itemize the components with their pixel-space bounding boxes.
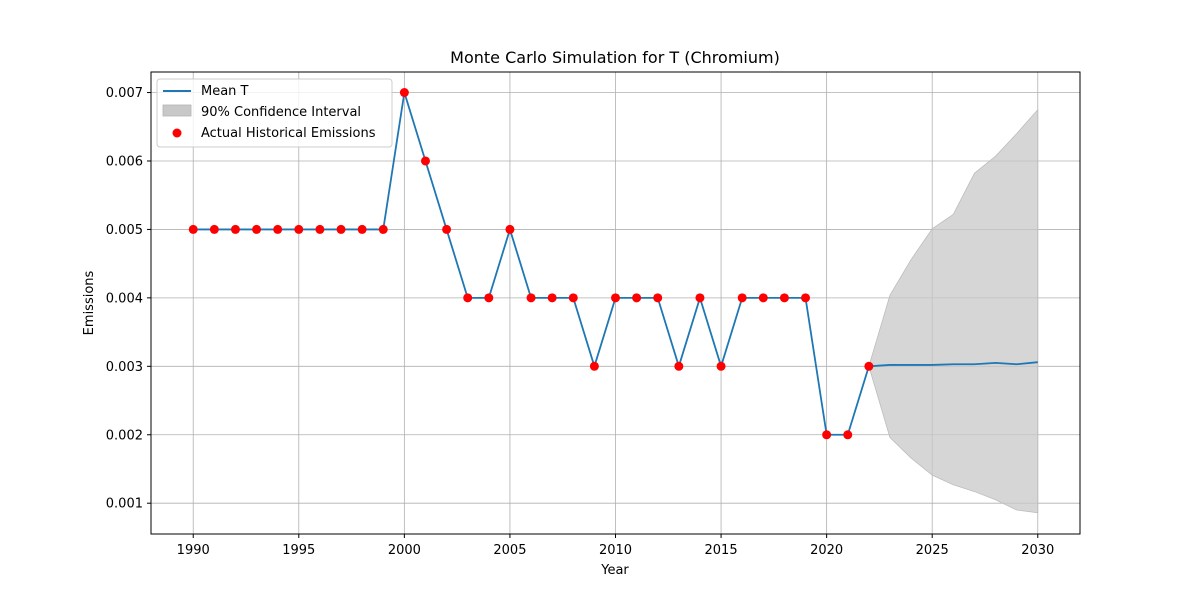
y-tick-label: 0.002 [106,428,143,443]
legend-hist-swatch [172,128,182,138]
y-axis-ticks: 0.001 0.002 0.003 0.004 0.005 0.006 0.007 [106,86,151,512]
historical-point [378,224,388,234]
historical-point [568,293,578,303]
historical-point [716,361,726,371]
historical-point [653,293,663,303]
x-tick-label: 1995 [282,543,315,558]
x-tick-label: 1990 [177,543,210,558]
historical-point [737,293,747,303]
x-axis-ticks: 1990 1995 2000 2005 2010 2015 2020 2025 2030 [177,534,1054,558]
historical-point [273,224,283,234]
x-tick-label: 2010 [599,543,632,558]
ci-band [868,108,1039,514]
y-tick-label: 0.003 [106,360,143,375]
historical-point [674,361,684,371]
y-tick-label: 0.005 [106,223,143,238]
historical-point [230,224,240,234]
legend-box [156,78,393,148]
legend-ci-label: 90% Confidence Interval [201,105,361,120]
historical-point [336,224,346,234]
historical-point [252,224,262,234]
historical-point [526,293,536,303]
x-axis-label: Year [600,563,629,578]
x-tick-label: 2025 [916,543,949,558]
historical-point [695,293,705,303]
historical-point [463,293,473,303]
legend-hist-label: Actual Historical Emissions [201,126,376,141]
x-tick-label: 2030 [1021,543,1054,558]
x-tick-label: 2020 [810,543,843,558]
historical-point [294,224,304,234]
historical-point [758,293,768,303]
historical-point [357,224,367,234]
historical-point [547,293,557,303]
x-tick-label: 2015 [705,543,738,558]
legend-ci-swatch [162,104,192,117]
x-tick-label: 2005 [493,543,526,558]
historical-points [188,88,874,440]
historical-point [484,293,494,303]
y-tick-label: 0.001 [106,497,143,512]
historical-point [209,224,219,234]
y-tick-label: 0.006 [106,154,143,169]
historical-point [589,361,599,371]
historical-point [399,88,409,98]
y-tick-label: 0.007 [106,86,143,101]
y-axis-label: Emissions [82,270,97,335]
legend-mean-label: Mean T [201,84,249,99]
historical-point [420,156,430,166]
historical-point [779,293,789,303]
historical-point [801,293,811,303]
confidence-interval-band [868,108,1039,514]
chart-title: Monte Carlo Simulation for T (Chromium) [450,48,780,67]
historical-point [505,224,515,234]
historical-point [864,361,874,371]
x-tick-label: 2000 [388,543,421,558]
historical-point [442,224,452,234]
historical-point [822,430,832,440]
historical-point [843,430,853,440]
historical-point [632,293,642,303]
y-tick-label: 0.004 [106,291,143,306]
historical-point [315,224,325,234]
legend: Mean T 90% Confidence Interval Actual Hi… [156,78,393,148]
historical-point [611,293,620,303]
historical-point [188,224,198,234]
